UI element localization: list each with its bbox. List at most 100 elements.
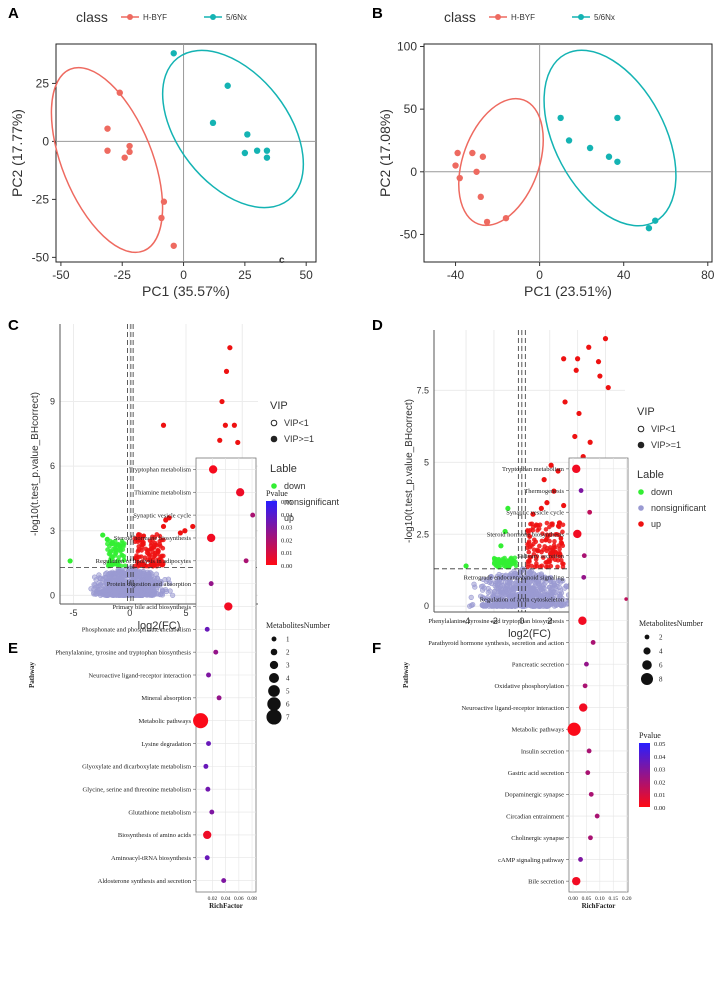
legend-label-title: Lable bbox=[270, 463, 297, 475]
nonsig-point bbox=[499, 572, 505, 579]
legend-label-entry: down bbox=[651, 487, 673, 497]
data-point-nx bbox=[263, 154, 271, 161]
up-point bbox=[157, 556, 162, 562]
data-point-nx bbox=[253, 147, 261, 154]
pathway-bubble bbox=[206, 672, 211, 678]
nonsig-point bbox=[119, 584, 125, 590]
up-point bbox=[149, 561, 154, 567]
pathway-label: Phosphonate and phosphinate metabolism bbox=[82, 627, 191, 634]
pathway-label: Mineral absorption bbox=[141, 695, 191, 702]
x-tick-label: 0.02 bbox=[208, 896, 218, 902]
nonsig-point bbox=[470, 602, 476, 608]
x-tick-label: 0.00 bbox=[568, 896, 578, 902]
x-tick-label: -4 bbox=[462, 616, 470, 626]
nonsig-point bbox=[106, 587, 112, 593]
nonsig-point bbox=[532, 603, 538, 609]
data-point-hbyf bbox=[502, 214, 510, 222]
up-point bbox=[530, 528, 536, 533]
up-point bbox=[597, 373, 603, 379]
nonsig-point bbox=[499, 590, 505, 596]
pathway-label: Biosynthesis of amino acids bbox=[118, 832, 192, 839]
pathway-bubble bbox=[578, 616, 587, 625]
pathway-bubble-F: Tryptophan metabolism Thermogenesis Synapt… bbox=[402, 457, 703, 910]
data-point-nx bbox=[652, 217, 659, 224]
pathway-bubble bbox=[216, 695, 222, 701]
up-point bbox=[560, 543, 566, 549]
up-point bbox=[157, 533, 163, 539]
pathway-bubble bbox=[578, 488, 584, 493]
up-point bbox=[135, 539, 141, 545]
size-legend-label: 8 bbox=[659, 676, 663, 684]
data-point-hbyf bbox=[477, 193, 484, 201]
nonsig-point bbox=[480, 587, 486, 593]
pvalue-colorbar bbox=[639, 743, 650, 807]
nonsig-point bbox=[538, 571, 544, 577]
nonsig-point bbox=[107, 578, 113, 584]
up-point bbox=[529, 563, 534, 569]
up-point bbox=[177, 530, 183, 536]
data-point-hbyf bbox=[454, 149, 461, 157]
pathway-label: Retrograde endocannabinoid signaling bbox=[464, 575, 565, 582]
y-axis-label: Pathway bbox=[28, 661, 36, 688]
up-point bbox=[539, 538, 545, 544]
nonsig-point bbox=[509, 603, 515, 609]
up-point bbox=[560, 564, 566, 570]
size-legend-label: 4 bbox=[659, 648, 663, 656]
y-tick-label: 9 bbox=[50, 397, 55, 407]
up-point bbox=[557, 546, 562, 552]
pathway-bubble bbox=[581, 553, 587, 559]
up-point bbox=[217, 437, 223, 443]
x-axis-label: RichFactor bbox=[582, 902, 616, 910]
y-tick-label: 3 bbox=[50, 526, 55, 536]
y-tick-label: 50 bbox=[404, 102, 418, 116]
nonsig-point bbox=[547, 584, 553, 590]
pathway-bubble bbox=[582, 683, 588, 689]
up-point bbox=[547, 551, 553, 557]
nonsig-point bbox=[106, 571, 112, 577]
nonsig-point bbox=[491, 593, 497, 600]
size-legend-dot bbox=[271, 636, 277, 642]
pvalue-legend-title: Pvalue bbox=[266, 489, 288, 498]
up-point bbox=[546, 557, 552, 563]
data-point-hbyf bbox=[160, 198, 168, 205]
down-point bbox=[116, 542, 121, 547]
data-point-hbyf bbox=[479, 153, 487, 160]
size-legend-label: 2 bbox=[286, 649, 290, 657]
pathway-bubble bbox=[579, 703, 588, 712]
pathway-bubble bbox=[578, 857, 583, 862]
up-point bbox=[558, 536, 564, 541]
down-point bbox=[498, 543, 504, 549]
up-point bbox=[544, 520, 550, 526]
up-point bbox=[532, 537, 537, 543]
up-point bbox=[137, 562, 142, 568]
nonsig-point bbox=[527, 571, 533, 577]
y-tick-label: 100 bbox=[397, 40, 417, 54]
pathway-bubble bbox=[624, 597, 628, 601]
y-tick-label: -50 bbox=[400, 227, 418, 241]
pathway-label: Neuroactive ligand-receptor interaction bbox=[461, 705, 564, 712]
y-tick-label: -25 bbox=[32, 192, 50, 206]
pathway-label: Thermogenesis bbox=[524, 488, 564, 495]
pathway-bubble bbox=[193, 713, 209, 729]
nonsig-point bbox=[103, 592, 110, 598]
x-axis-label: RichFactor bbox=[209, 902, 243, 910]
pathway-bubble bbox=[572, 464, 581, 474]
nonsig-point bbox=[97, 582, 103, 589]
nonsig-point bbox=[529, 585, 535, 591]
data-point-hbyf bbox=[126, 142, 133, 150]
up-point bbox=[150, 534, 155, 540]
pvalue-tick: 0.01 bbox=[654, 792, 665, 799]
size-legend-dot bbox=[270, 648, 278, 656]
legend-label-entry: nonsignificant bbox=[651, 503, 707, 513]
size-legend-label: 3 bbox=[286, 662, 290, 670]
pathway-label: Neuroactive ligand-receptor interaction bbox=[88, 672, 191, 679]
nonsig-point bbox=[544, 592, 550, 598]
pvalue-tick: 0.01 bbox=[281, 550, 292, 557]
legend-label-marker bbox=[638, 521, 644, 527]
pathway-bubble bbox=[209, 809, 215, 815]
up-point bbox=[231, 422, 237, 428]
pathway-bubble bbox=[567, 722, 581, 736]
up-point bbox=[543, 564, 549, 570]
panel-letter-B: B bbox=[372, 5, 383, 22]
